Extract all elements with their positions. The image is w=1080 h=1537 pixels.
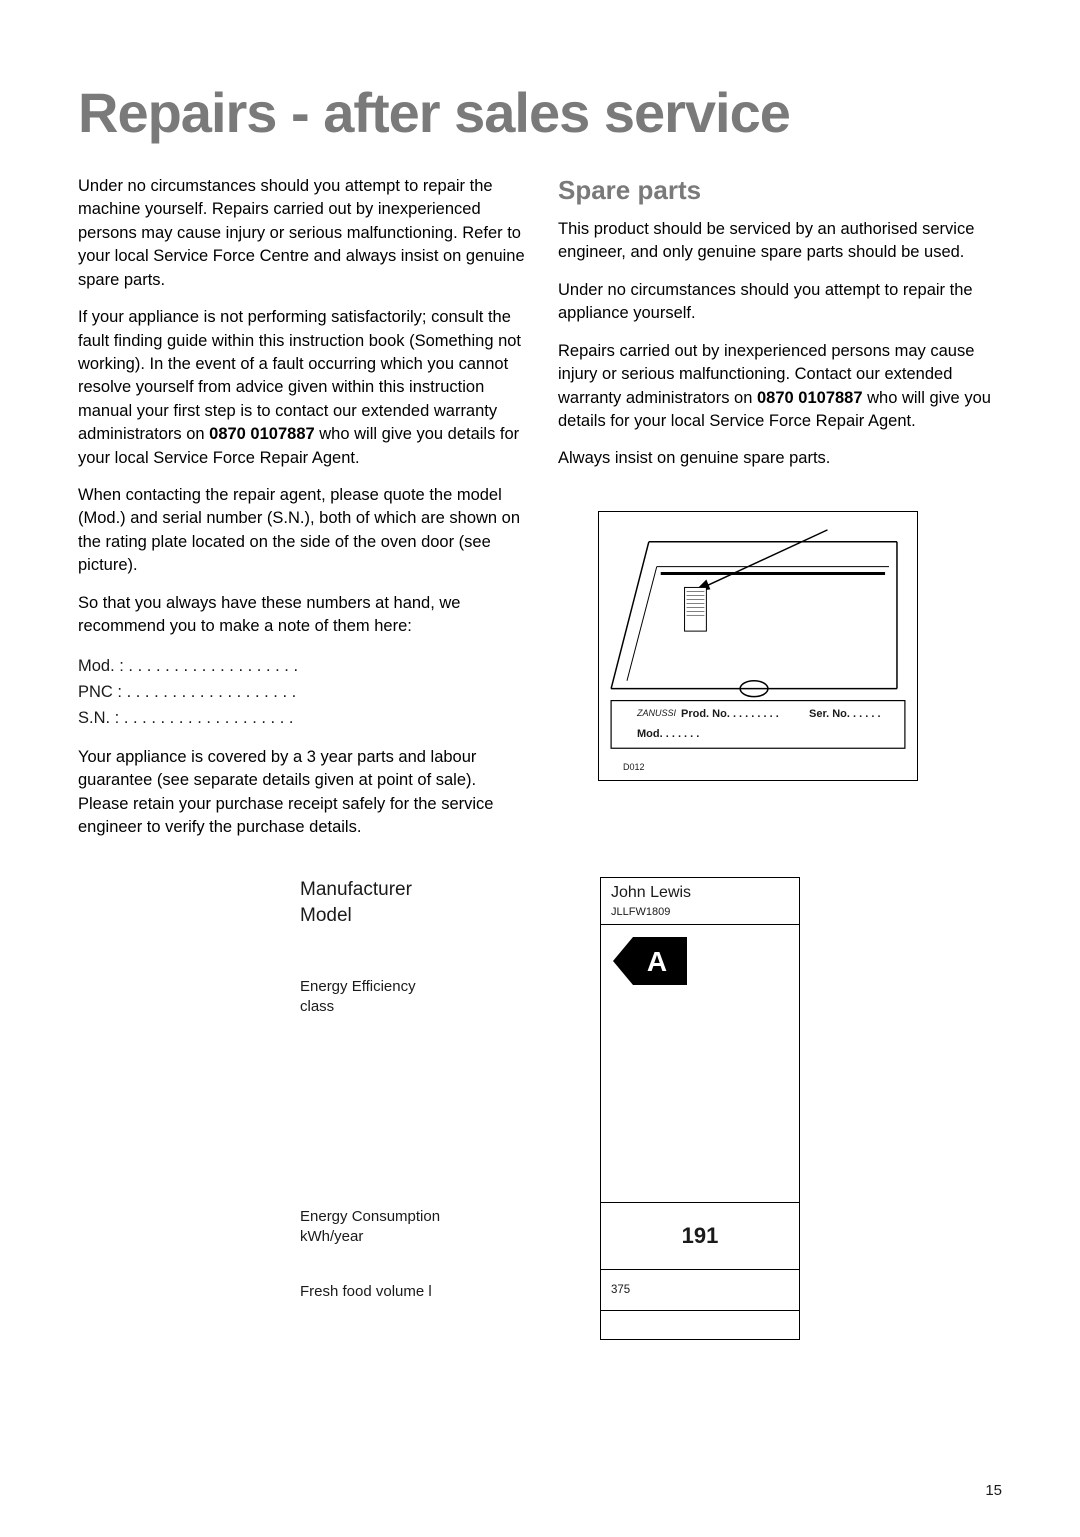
spare-p1: This product should be serviced by an au… bbox=[558, 218, 1010, 265]
diagram-code: D012 bbox=[623, 762, 645, 772]
spare-parts-heading: Spare parts bbox=[558, 175, 1010, 206]
svg-text:A: A bbox=[647, 946, 667, 977]
rating-plate-diagram: ZANUSSI Prod. No. . . . . . . . . Ser. N… bbox=[598, 511, 918, 781]
left-column: Under no circumstances should you attemp… bbox=[78, 175, 530, 853]
label-consumption: Energy Consumption kWh/year bbox=[300, 1207, 460, 1248]
pnc-field: PNC : . . . . . . . . . . . . . . . . . … bbox=[78, 679, 530, 705]
spare-p4: Always insist on genuine spare parts. bbox=[558, 447, 1010, 470]
sn-field: S.N. : . . . . . . . . . . . . . . . . .… bbox=[78, 705, 530, 731]
diagram-brand-text: ZANUSSI bbox=[637, 708, 676, 718]
page-number: 15 bbox=[985, 1482, 1002, 1499]
label-efficiency: Energy Efficiency class bbox=[300, 977, 440, 1018]
card-model: JLLFW1809 bbox=[601, 904, 799, 925]
card-manufacturer: John Lewis bbox=[601, 878, 799, 904]
page-title: Repairs - after sales service bbox=[78, 80, 1010, 145]
quote-paragraph: When contacting the repair agent, please… bbox=[78, 484, 530, 578]
note-fields: Mod. : . . . . . . . . . . . . . . . . .… bbox=[78, 653, 530, 732]
rating-arrow-icon: A bbox=[613, 937, 687, 985]
fault-paragraph: If your appliance is not performing sati… bbox=[78, 306, 530, 470]
label-model: Model bbox=[300, 903, 580, 929]
label-manufacturer: Manufacturer bbox=[300, 877, 580, 903]
card-rating-area: A bbox=[601, 925, 799, 1203]
spare-p3: Repairs carried out by inexperienced per… bbox=[558, 340, 1010, 434]
energy-card: John Lewis JLLFW1809 A 191 375 bbox=[600, 877, 800, 1340]
card-consumption: 191 bbox=[601, 1203, 799, 1270]
right-column: Spare parts This product should be servi… bbox=[558, 175, 1010, 853]
mod-field: Mod. : . . . . . . . . . . . . . . . . .… bbox=[78, 653, 530, 679]
intro-paragraph: Under no circumstances should you attemp… bbox=[78, 175, 530, 292]
energy-section: Manufacturer Model Energy Efficiency cla… bbox=[78, 877, 1010, 1340]
energy-label-texts: Manufacturer Model Energy Efficiency cla… bbox=[78, 877, 580, 1340]
spare-phone: 0870 0107887 bbox=[757, 389, 863, 407]
card-freshfood: 375 bbox=[601, 1270, 799, 1311]
diagram-mod: Mod. . . . . . . bbox=[637, 728, 699, 740]
guarantee-paragraph: Your appliance is covered by a 3 year pa… bbox=[78, 746, 530, 840]
warranty-phone: 0870 0107887 bbox=[209, 425, 315, 443]
two-column-layout: Under no circumstances should you attemp… bbox=[78, 175, 1010, 853]
diagram-serno: Ser. No. . . . . . bbox=[809, 708, 881, 720]
diagram-prodno: Prod. No. . . . . . . . . bbox=[681, 708, 779, 720]
note-intro-paragraph: So that you always have these numbers at… bbox=[78, 592, 530, 639]
card-blank-row bbox=[601, 1311, 799, 1339]
fault-text-a: If your appliance is not performing sati… bbox=[78, 308, 521, 443]
label-freshfood: Fresh food volume l bbox=[300, 1282, 580, 1302]
spare-p2: Under no circumstances should you attemp… bbox=[558, 279, 1010, 326]
